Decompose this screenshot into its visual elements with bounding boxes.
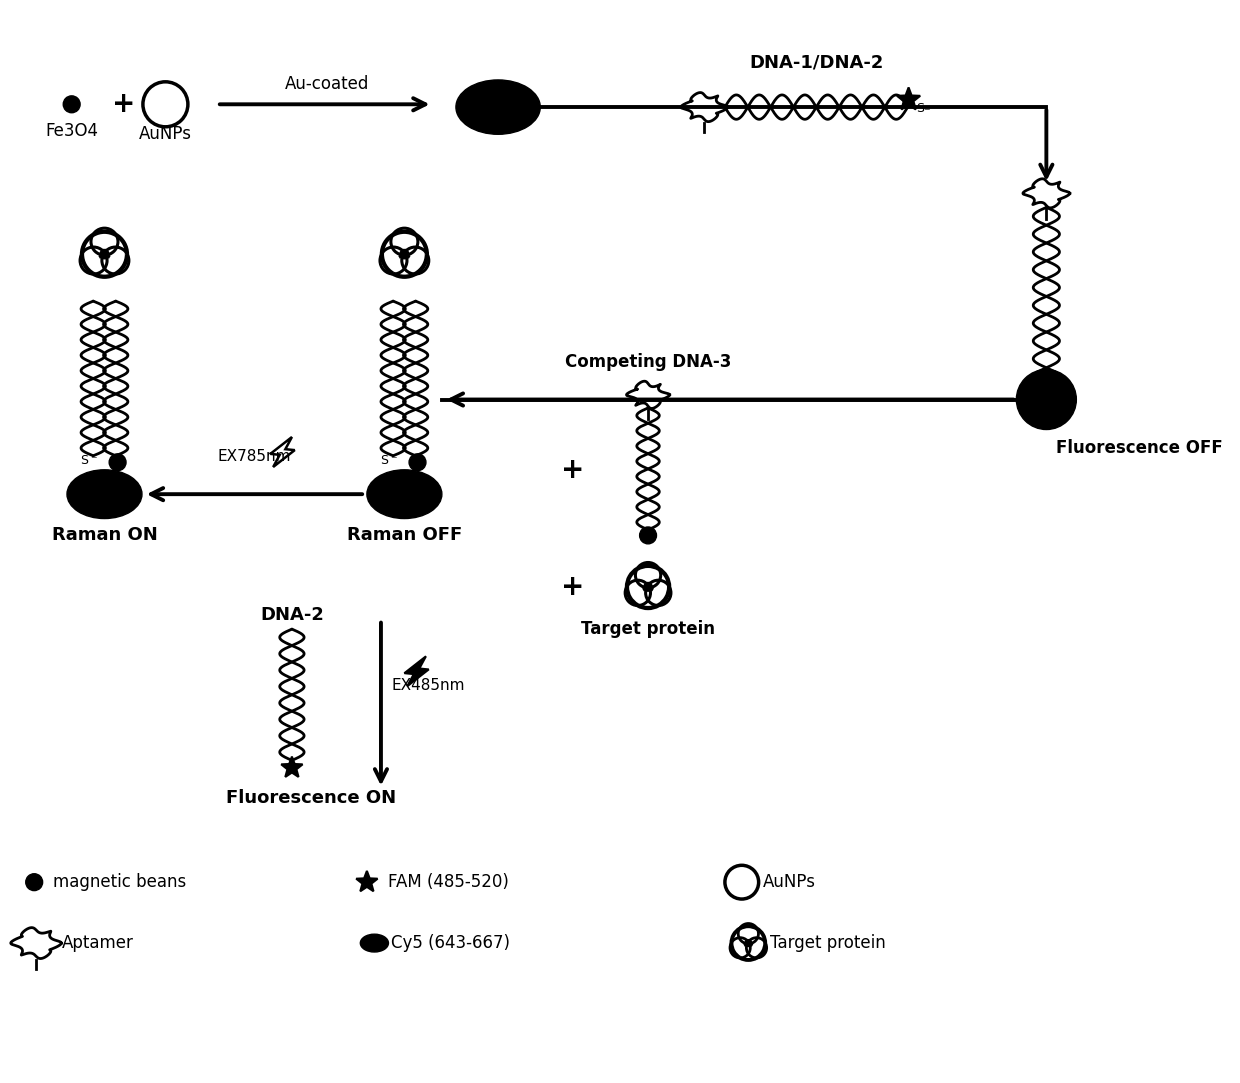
Circle shape xyxy=(644,583,652,591)
Text: FAM (485-520): FAM (485-520) xyxy=(388,873,508,891)
Text: Aptamer: Aptamer xyxy=(62,935,134,952)
Circle shape xyxy=(640,527,656,544)
Polygon shape xyxy=(356,871,378,891)
Circle shape xyxy=(1017,369,1076,430)
Text: AuNPs: AuNPs xyxy=(764,873,816,891)
Text: ₋: ₋ xyxy=(91,451,97,464)
Circle shape xyxy=(26,874,42,890)
Text: DNA-2: DNA-2 xyxy=(260,606,324,624)
Text: Target protein: Target protein xyxy=(582,621,715,638)
Ellipse shape xyxy=(67,470,141,519)
Text: S₋: S₋ xyxy=(916,103,931,116)
Polygon shape xyxy=(897,88,920,109)
Text: +: + xyxy=(562,456,585,484)
Polygon shape xyxy=(281,757,303,777)
Text: Fluorescence OFF: Fluorescence OFF xyxy=(1055,440,1223,457)
Text: Raman ON: Raman ON xyxy=(52,526,157,545)
Text: Au-coated: Au-coated xyxy=(285,75,370,93)
Circle shape xyxy=(100,250,109,259)
Circle shape xyxy=(63,96,81,113)
Text: +: + xyxy=(112,90,135,118)
Circle shape xyxy=(409,454,425,471)
Circle shape xyxy=(399,250,409,259)
Text: S₋: S₋ xyxy=(1042,393,1056,406)
Text: Competing DNA-3: Competing DNA-3 xyxy=(565,353,732,371)
Text: S: S xyxy=(379,454,388,467)
Text: ₋: ₋ xyxy=(391,451,397,464)
Text: Fluorescence ON: Fluorescence ON xyxy=(226,788,396,807)
Text: Fe3O4: Fe3O4 xyxy=(45,121,98,140)
Text: EX785nm: EX785nm xyxy=(218,449,291,465)
Text: AuNPs: AuNPs xyxy=(139,126,192,143)
Text: Cy5 (643-667): Cy5 (643-667) xyxy=(392,935,511,952)
Text: +: + xyxy=(562,573,585,601)
Text: magnetic beans: magnetic beans xyxy=(53,873,186,891)
Text: Target protein: Target protein xyxy=(770,935,885,952)
Text: Raman OFF: Raman OFF xyxy=(347,526,463,545)
Polygon shape xyxy=(1028,375,1049,394)
Circle shape xyxy=(745,940,751,947)
Text: S: S xyxy=(79,454,88,467)
Text: EX485nm: EX485nm xyxy=(391,678,465,693)
Ellipse shape xyxy=(361,935,388,952)
Ellipse shape xyxy=(456,80,541,134)
Ellipse shape xyxy=(367,470,441,519)
Text: DNA-1/DNA-2: DNA-1/DNA-2 xyxy=(749,53,884,71)
Polygon shape xyxy=(404,656,429,687)
Circle shape xyxy=(109,454,126,471)
